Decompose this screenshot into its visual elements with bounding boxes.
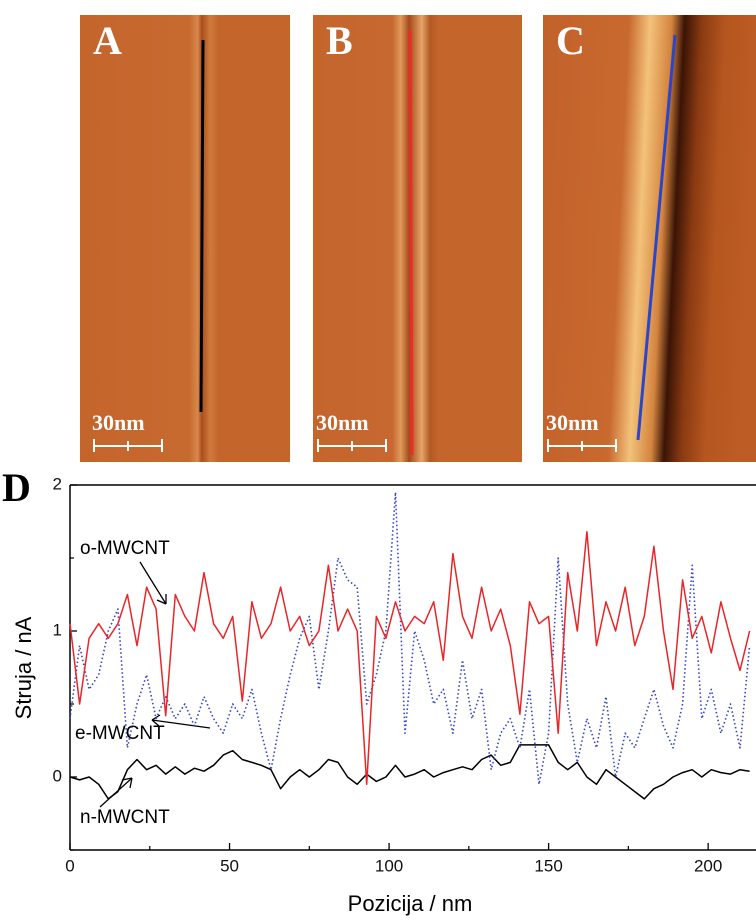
afm-image [80, 15, 290, 462]
series-label: o-MWCNT [80, 538, 170, 559]
x-tick-label: 0 [65, 856, 74, 875]
series-label: n-MWCNT [80, 807, 170, 828]
x-tick-label: 200 [694, 856, 722, 875]
scale-bar [93, 439, 163, 452]
x-tick-label: 150 [534, 856, 562, 875]
profile-line [199, 39, 205, 413]
arrow [139, 561, 167, 605]
chart: D Pozicija / nm Struja / nA o-MWCNT e-MW… [2, 465, 756, 916]
scale-bar-label: 30nm [92, 410, 145, 435]
x-axis-label: Pozicija / nm [348, 891, 473, 916]
panel-label: A [93, 18, 122, 63]
scale-bar [547, 439, 617, 452]
scale-bar-label: 30nm [546, 410, 599, 435]
y-tick-label: 1 [53, 620, 62, 639]
panel-c: C 30nm [543, 15, 756, 462]
profile-line [408, 29, 414, 456]
scale-bar [317, 439, 387, 452]
x-tick-label: 50 [220, 856, 239, 875]
scale-bar-label: 30nm [316, 410, 369, 435]
y-tick-label: 2 [53, 474, 62, 493]
panel-b: B 30nm [313, 15, 522, 462]
series-label: e-MWCNT [75, 723, 165, 744]
panel-label: D [2, 465, 31, 510]
y-tick-label: 0 [53, 766, 62, 785]
panel-label: C [556, 18, 585, 63]
afm-image [543, 15, 756, 462]
x-tick-label: 100 [375, 856, 403, 875]
y-axis-label: Struja / nA [11, 616, 36, 719]
series-line [69, 744, 750, 800]
panel-label: B [326, 18, 353, 63]
profile-line [636, 34, 677, 441]
panel-a: A 30nm [80, 15, 290, 462]
series-line [69, 530, 751, 786]
afm-image [313, 15, 522, 462]
